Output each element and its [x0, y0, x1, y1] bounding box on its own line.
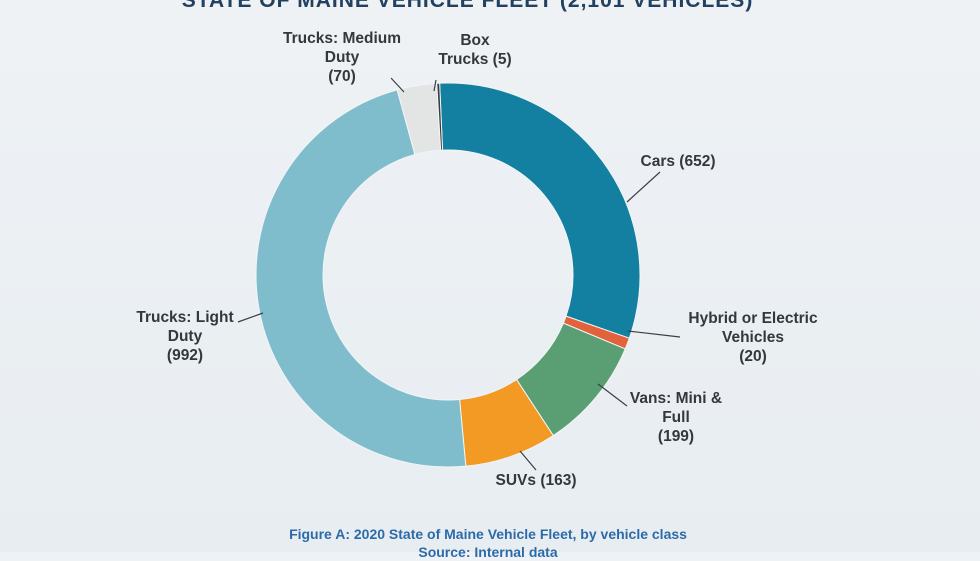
value-label: (992)	[166, 347, 204, 364]
value-label: (20)	[739, 348, 767, 365]
category-label: SUVs	[495, 472, 537, 489]
data-label: SUVs (163)	[476, 471, 596, 490]
value-label: (163)	[540, 472, 577, 489]
value-label: (5)	[492, 51, 512, 68]
category-label: Trucks: Light Duty	[136, 309, 234, 345]
donut-slice	[439, 82, 641, 339]
caption: Figure A: 2020 State of Maine Vehicle Fl…	[0, 525, 976, 561]
category-label: Hybrid or Electric Vehicles	[688, 310, 818, 346]
leader-line	[626, 171, 661, 203]
source-text: Source: Internal data	[418, 544, 558, 560]
data-label: Cars (652)	[618, 152, 738, 171]
leader-line	[597, 383, 628, 407]
category-label: Cars	[640, 153, 675, 170]
data-label: Vans: Mini & Full (199)	[616, 389, 736, 446]
category-label: Vans: Mini & Full	[629, 390, 723, 426]
data-label: Hybrid or Electric Vehicles (20)	[673, 309, 833, 366]
value-label: (70)	[328, 68, 356, 85]
data-label: Trucks: Medium Duty (70)	[277, 29, 407, 86]
leader-line	[627, 330, 681, 338]
donut-slice	[436, 82, 444, 151]
value-label: (199)	[657, 428, 695, 445]
data-label: Trucks: Light Duty (992)	[120, 308, 250, 365]
category-label: Box Trucks	[438, 32, 490, 68]
caption-text: Figure A: 2020 State of Maine Vehicle Fl…	[289, 526, 687, 542]
chart-title: STATE OF MAINE VEHICLE FLEET (2,101 VEHI…	[181, 0, 754, 12]
leader-line	[519, 450, 537, 471]
donut-slice	[255, 89, 467, 468]
leader-line	[433, 79, 437, 92]
leader-line	[390, 77, 405, 93]
value-label: (652)	[679, 153, 716, 170]
data-label: Box Trucks (5)	[434, 31, 516, 69]
category-label: Trucks: Medium Duty	[283, 30, 401, 66]
leader-line	[237, 312, 264, 323]
